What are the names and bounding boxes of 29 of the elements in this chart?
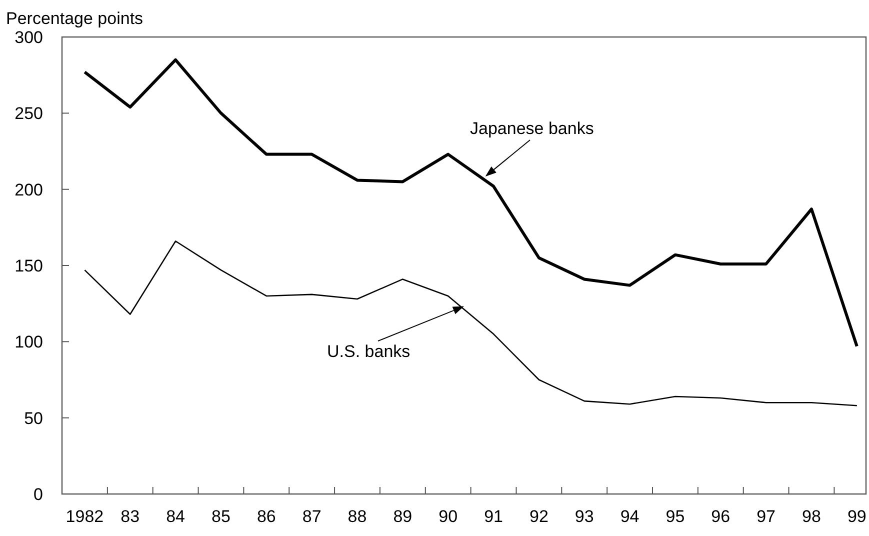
y-tick-label: 200 bbox=[14, 180, 43, 200]
x-tick-label: 99 bbox=[847, 507, 866, 526]
y-tick-label: 0 bbox=[34, 484, 43, 504]
x-tick-label: 94 bbox=[620, 507, 640, 526]
x-tick-label: 90 bbox=[438, 507, 458, 526]
x-tick-label: 85 bbox=[212, 507, 230, 526]
x-tick-label: 83 bbox=[120, 507, 140, 526]
y-tick-label: 100 bbox=[14, 332, 43, 352]
y-tick-label: 150 bbox=[14, 256, 43, 276]
x-tick-label: 97 bbox=[756, 507, 776, 526]
legend-label: U.S. banks bbox=[327, 342, 410, 361]
y-tick-label: 300 bbox=[14, 28, 43, 47]
line-series bbox=[84, 240, 858, 406]
x-tick-label: 84 bbox=[166, 507, 186, 526]
y-axis-title: Percentage points bbox=[6, 9, 144, 28]
series-label: Japanese banks bbox=[470, 119, 594, 138]
x-tick-label: 89 bbox=[393, 507, 412, 526]
y-tick-label: 250 bbox=[14, 104, 43, 124]
x-tick-label: 98 bbox=[802, 507, 821, 526]
y-tick-label: 50 bbox=[24, 408, 43, 428]
x-tick-label: 96 bbox=[711, 507, 730, 526]
x-tick-label: 1982 bbox=[66, 507, 104, 526]
x-tick-label: 88 bbox=[348, 507, 367, 526]
x-tick-label: 95 bbox=[666, 507, 685, 526]
x-tick-label: 86 bbox=[256, 507, 276, 526]
x-tick-label: 92 bbox=[529, 507, 548, 526]
x-tick-label: 87 bbox=[302, 507, 322, 526]
x-tick-label: 93 bbox=[574, 507, 594, 526]
x-tick-label: 91 bbox=[484, 507, 503, 526]
